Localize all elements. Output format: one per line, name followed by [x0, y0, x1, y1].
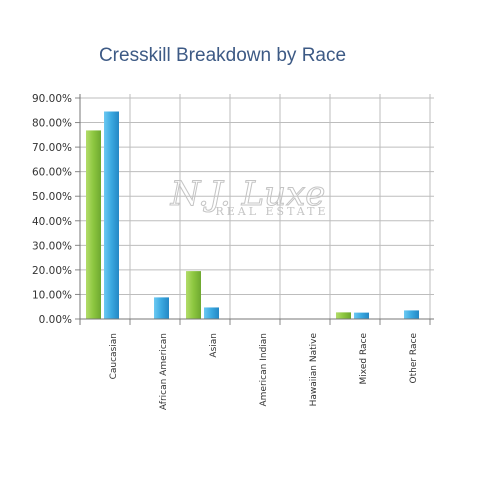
bar-blue-0: [104, 111, 119, 319]
chart-title: Cresskill Breakdown by Race: [98, 45, 347, 66]
bar-blue-5: [354, 312, 369, 319]
x-category-label: Other Race: [409, 333, 419, 384]
bar-green-0: [86, 130, 101, 319]
watermark-sub: REAL ESTATE: [215, 205, 328, 218]
y-tick-label: 60.00%: [32, 167, 72, 179]
x-category-label: American Indian: [259, 333, 269, 406]
x-category-label: Caucasian: [109, 333, 119, 379]
y-tick-label: 0.00%: [39, 314, 72, 326]
y-tick-label: 90.00%: [32, 93, 72, 105]
bar-blue-2: [204, 307, 219, 319]
y-tick-label: 30.00%: [32, 240, 72, 252]
y-tick-label: 80.00%: [32, 118, 72, 130]
y-tick-label: 20.00%: [32, 265, 72, 277]
y-axis-ticks: 0.00% 10.00% 20.00% 30.00% 40.00% 50.00% 60.00…: [32, 93, 72, 326]
x-category-label: African American: [159, 333, 169, 410]
axes: [75, 94, 434, 325]
x-category-label: Hawaiian Native: [309, 333, 319, 407]
y-tick-label: 70.00%: [32, 142, 72, 154]
bars: [86, 111, 419, 319]
bar-blue-1: [154, 297, 169, 319]
x-category-label: Mixed Race: [359, 333, 369, 385]
watermark-logo: N.J. Luxe REAL ESTATE: [169, 174, 328, 219]
x-category-label: Asian: [209, 333, 219, 358]
x-axis-labels: Caucasian African American Asian American I…: [109, 333, 419, 411]
y-tick-label: 50.00%: [32, 191, 72, 203]
y-tick-label: 10.00%: [32, 289, 72, 301]
y-tick-label: 40.00%: [32, 216, 72, 228]
bar-green-2: [186, 271, 201, 319]
bar-blue-6: [404, 310, 419, 319]
bar-green-5: [336, 312, 351, 319]
watermark-main: N.J. Luxe: [170, 174, 326, 214]
